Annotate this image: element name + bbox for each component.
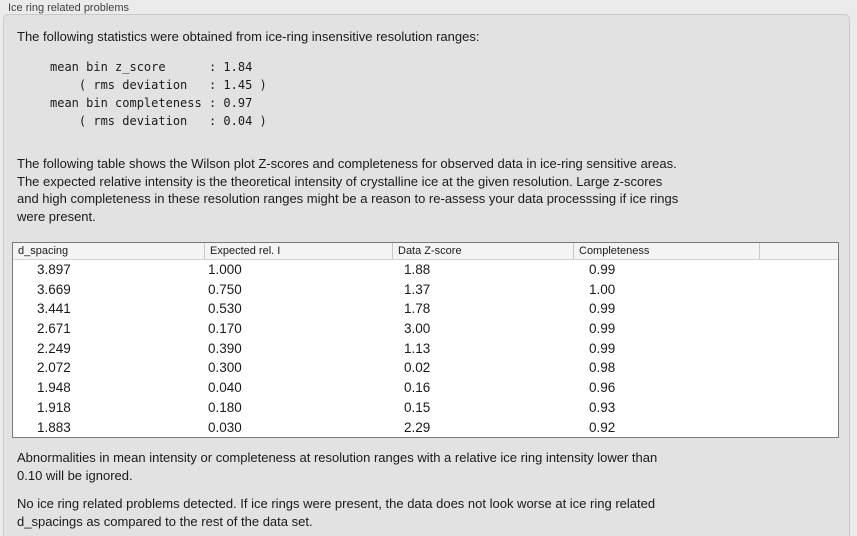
table-row[interactable]: 3.441 0.530 1.78 0.99 <box>13 299 838 319</box>
table-cell: 0.530 <box>208 301 242 317</box>
ignore-note-text: Abnormalities in mean intensity or compl… <box>17 450 658 483</box>
table-cell: 2.29 <box>404 419 431 435</box>
column-header[interactable]: Expected rel. I <box>204 243 392 259</box>
table-cell: 0.92 <box>589 419 616 435</box>
table-cell: 0.98 <box>589 360 616 376</box>
table-row[interactable]: 1.918 0.180 0.15 0.93 <box>13 398 838 418</box>
table-body: 3.897 1.000 1.88 0.99 3.669 0.750 1.37 1.00 3.44… <box>13 260 838 437</box>
table-cell <box>759 280 838 300</box>
table-cell: 0.390 <box>208 340 242 356</box>
column-header[interactable]: d_spacing <box>18 245 69 257</box>
table-cell: 0.16 <box>404 380 431 396</box>
table-cell: 0.02 <box>404 360 431 376</box>
column-header[interactable]: Data Z-score <box>392 243 573 259</box>
table-cell <box>759 398 838 418</box>
table-cell: 1.78 <box>404 301 431 317</box>
table-cell: 1.37 <box>404 281 431 297</box>
table-row[interactable]: 3.897 1.000 1.88 0.99 <box>13 260 838 280</box>
table-cell: 3.897 <box>37 262 71 277</box>
table-cell: 0.170 <box>208 321 242 337</box>
column-header[interactable] <box>759 243 838 259</box>
table-cell <box>759 319 838 339</box>
table-cell: 1.00 <box>589 281 616 297</box>
table-intro-text: The following table shows the Wilson plo… <box>17 156 679 224</box>
table-cell: 0.96 <box>589 380 616 396</box>
table-cell: 2.072 <box>37 360 71 376</box>
table-row[interactable]: 1.883 0.030 2.29 0.92 <box>13 418 838 438</box>
table-row[interactable]: 2.072 0.300 0.02 0.98 <box>13 358 838 378</box>
table-cell: 0.040 <box>208 380 242 396</box>
table-cell: 2.671 <box>37 321 71 337</box>
table-cell: 0.99 <box>589 262 616 277</box>
table-cell: 3.669 <box>37 281 71 297</box>
table-row[interactable]: 3.669 0.750 1.37 1.00 <box>13 280 838 300</box>
table-row[interactable]: 1.948 0.040 0.16 0.96 <box>13 378 838 398</box>
table-cell <box>759 339 838 359</box>
table-cell <box>759 418 838 438</box>
groupbox-title: Ice ring related problems <box>8 2 130 14</box>
table-cell: 3.00 <box>404 321 431 337</box>
table-cell <box>759 260 838 280</box>
table-cell: 0.750 <box>208 281 242 297</box>
table-cell: 3.441 <box>37 301 71 317</box>
conclusion-text: No ice ring related problems detected. I… <box>17 496 656 529</box>
table-cell: 1.000 <box>208 262 242 277</box>
table-cell <box>759 378 838 398</box>
table-cell <box>759 299 838 319</box>
table-cell: 1.13 <box>404 340 431 356</box>
table-cell: 1.918 <box>37 399 71 415</box>
table-header: d_spacing Expected rel. I Data Z-score Comp… <box>13 243 838 260</box>
table-cell: 2.249 <box>37 340 71 356</box>
table-cell: 1.948 <box>37 380 71 396</box>
table-cell: 1.883 <box>37 419 71 435</box>
table-cell: 0.030 <box>208 419 242 435</box>
ice-ring-groupbox: The following statistics were obtained f… <box>3 14 850 536</box>
table-cell <box>759 358 838 378</box>
table-cell: 0.15 <box>404 399 431 415</box>
table-cell: 0.300 <box>208 360 242 376</box>
table-cell: 0.99 <box>589 321 616 337</box>
table-cell: 1.88 <box>404 262 431 277</box>
table-cell: 0.180 <box>208 399 242 415</box>
table-cell: 0.99 <box>589 340 616 356</box>
column-header[interactable]: Completeness <box>573 243 759 259</box>
table-cell: 0.93 <box>589 399 616 415</box>
table-cell: 0.99 <box>589 301 616 317</box>
ice-ring-table: d_spacing Expected rel. I Data Z-score Comp… <box>12 242 839 439</box>
stats-intro-text: The following statistics were obtained f… <box>17 29 480 44</box>
table-row[interactable]: 2.671 0.170 3.00 0.99 <box>13 319 838 339</box>
stats-block: mean bin z_score : 1.84 ( rms deviation … <box>50 60 267 128</box>
table-row[interactable]: 2.249 0.390 1.13 0.99 <box>13 339 838 359</box>
